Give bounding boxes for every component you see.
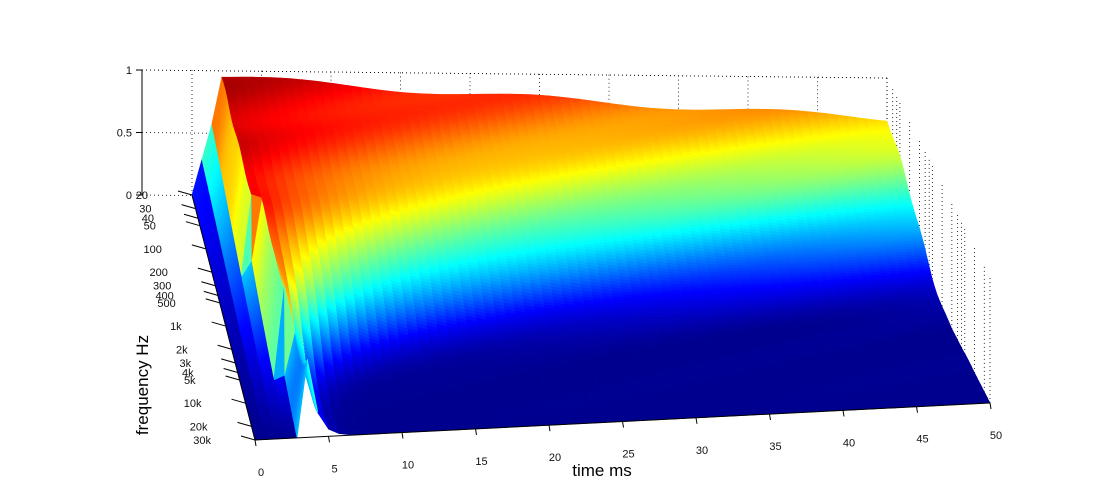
surface-cell [908,227,921,231]
surface-cell [887,225,900,228]
surface-cell [868,229,881,233]
surface-cell [870,236,883,240]
surface-cell [907,222,920,226]
surface-cell [878,227,890,231]
surface-cell [895,218,908,222]
spectral-surface [191,76,991,441]
surface-cell [850,236,863,240]
surface-cell [870,234,882,237]
surface-cell [908,225,920,228]
surface-cell [887,222,899,226]
surface-cell [823,247,836,251]
surface-cell [905,218,918,222]
surface-cell [869,231,882,235]
surface-cell [897,225,910,228]
surface-cell [896,220,909,224]
surface-cell [888,227,901,231]
surface-cell [851,238,864,242]
surface-cell [889,229,901,233]
z-grid-line [141,69,888,79]
surface-cell [889,231,902,235]
surface-cell [833,245,845,249]
surface-cell [852,243,865,247]
